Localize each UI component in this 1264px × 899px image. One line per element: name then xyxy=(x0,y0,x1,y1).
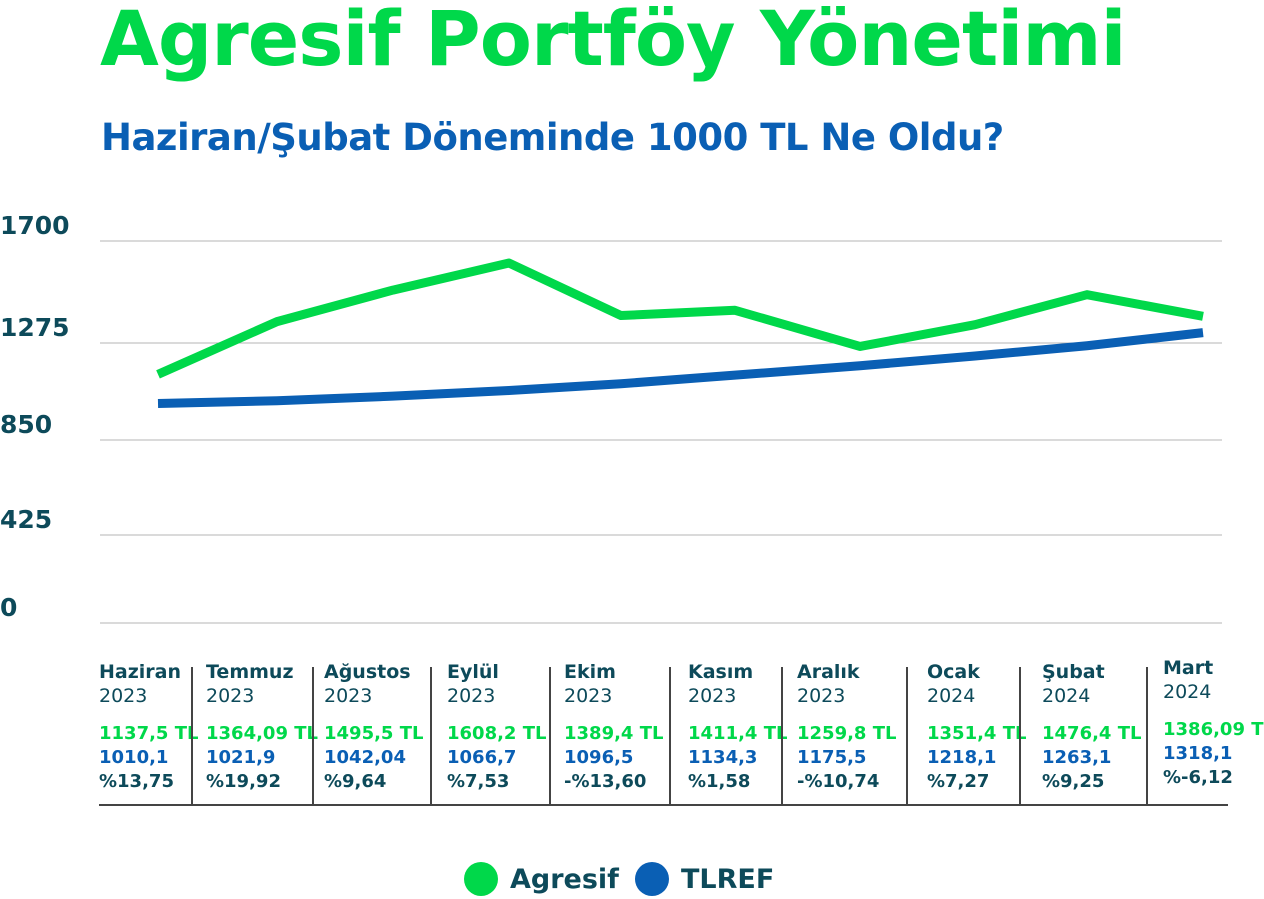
column-month: Ocak xyxy=(927,661,980,683)
column-diff: %7,53 xyxy=(447,771,510,792)
column-month: Haziran xyxy=(99,661,182,683)
legend-item-tlref: TLREF xyxy=(635,862,774,896)
column-year: 2023 xyxy=(564,685,613,707)
month-column: Mart 2024 1386,09 TL 1318,1 %-6,12 xyxy=(1163,656,1264,790)
column-diff: -%13,60 xyxy=(564,771,647,792)
column-month: Ağustos xyxy=(324,661,411,683)
column-month: Temmuz xyxy=(206,661,294,683)
column-tlref: 1096,5 xyxy=(564,747,634,768)
column-divider xyxy=(312,667,314,805)
column-divider xyxy=(430,667,432,805)
column-agresif: 1364,09 TL xyxy=(206,723,318,744)
column-agresif: 1389,4 TL xyxy=(564,723,664,744)
month-column: Şubat 2024 1476,4 TL 1263,1 %9,25 xyxy=(1042,660,1141,794)
column-divider xyxy=(1146,667,1148,805)
column-year: 2023 xyxy=(206,685,255,707)
legend-label-tlref: TLREF xyxy=(681,863,775,895)
column-agresif: 1259,8 TL xyxy=(797,723,897,744)
column-agresif: 1386,09 TL xyxy=(1163,719,1264,740)
column-agresif: 1351,4 TL xyxy=(927,723,1027,744)
column-agresif: 1137,5 TL xyxy=(99,723,199,744)
y-tick-label: 425 xyxy=(0,505,53,534)
column-divider xyxy=(669,667,671,805)
column-diff: %9,25 xyxy=(1042,771,1105,792)
column-year: 2023 xyxy=(324,685,373,707)
column-tlref: 1066,7 xyxy=(447,747,517,768)
y-tick-label: 0 xyxy=(0,593,18,622)
column-tlref: 1263,1 xyxy=(1042,747,1112,768)
y-tick-label: 1700 xyxy=(0,211,70,240)
column-diff: %13,75 xyxy=(99,771,174,792)
y-tick-label: 1275 xyxy=(0,313,70,342)
month-column: Haziran 2023 1137,5 TL 1010,1 %13,75 xyxy=(99,660,198,794)
month-column: Temmuz 2023 1364,09 TL 1021,9 %19,92 xyxy=(206,660,318,794)
column-year: 2024 xyxy=(927,685,976,707)
month-column: Ocak 2024 1351,4 TL 1218,1 %7,27 xyxy=(927,660,1026,794)
column-diff: %19,92 xyxy=(206,771,281,792)
legend-swatch-tlref xyxy=(635,862,669,896)
legend-swatch-agresif xyxy=(464,862,498,896)
column-agresif: 1411,4 TL xyxy=(688,723,788,744)
column-divider xyxy=(191,667,193,805)
column-month: Aralık xyxy=(797,661,860,683)
column-divider xyxy=(906,667,908,805)
month-column: Ekim 2023 1389,4 TL 1096,5 -%13,60 xyxy=(564,660,663,794)
column-tlref: 1010,1 xyxy=(99,747,169,768)
column-diff: %7,27 xyxy=(927,771,990,792)
column-year: 2023 xyxy=(447,685,496,707)
column-month: Şubat xyxy=(1042,661,1105,683)
column-divider xyxy=(781,667,783,805)
column-year: 2023 xyxy=(797,685,846,707)
series-line-tlref xyxy=(157,328,1204,408)
column-year: 2023 xyxy=(688,685,737,707)
column-tlref: 1042,04 xyxy=(324,747,406,768)
month-column: Ağustos 2023 1495,5 TL 1042,04 %9,64 xyxy=(324,660,423,794)
column-tlref: 1021,9 xyxy=(206,747,276,768)
column-month: Ekim xyxy=(564,661,616,683)
column-diff: %9,64 xyxy=(324,771,387,792)
column-tlref: 1175,5 xyxy=(797,747,867,768)
column-diff: %1,58 xyxy=(688,771,751,792)
month-column: Eylül 2023 1608,2 TL 1066,7 %7,53 xyxy=(447,660,546,794)
column-agresif: 1608,2 TL xyxy=(447,723,547,744)
column-tlref: 1218,1 xyxy=(927,747,997,768)
legend-item-agresif: Agresif xyxy=(464,862,619,896)
column-year: 2024 xyxy=(1163,681,1212,703)
column-year: 2024 xyxy=(1042,685,1091,707)
table-bottom-divider xyxy=(99,804,1228,806)
column-diff: -%10,74 xyxy=(797,771,880,792)
column-agresif: 1495,5 TL xyxy=(324,723,424,744)
chart-title: Agresif Portföy Yönetimi xyxy=(100,0,1127,83)
legend-label-agresif: Agresif xyxy=(510,863,619,895)
y-tick-label: 850 xyxy=(0,410,53,439)
column-tlref: 1318,1 xyxy=(1163,743,1233,764)
month-column: Kasım 2023 1411,4 TL 1134,3 %1,58 xyxy=(688,660,787,794)
column-month: Eylül xyxy=(447,661,499,683)
series-line-agresif xyxy=(156,258,1204,379)
column-month: Mart xyxy=(1163,657,1214,679)
month-column: Aralık 2023 1259,8 TL 1175,5 -%10,74 xyxy=(797,660,896,794)
column-diff: %-6,12 xyxy=(1163,767,1233,788)
column-divider xyxy=(549,667,551,805)
chart-subtitle: Haziran/Şubat Döneminde 1000 TL Ne Oldu? xyxy=(101,116,1004,159)
column-divider xyxy=(1019,667,1021,805)
column-month: Kasım xyxy=(688,661,754,683)
column-tlref: 1134,3 xyxy=(688,747,758,768)
column-year: 2023 xyxy=(99,685,148,707)
column-agresif: 1476,4 TL xyxy=(1042,723,1142,744)
